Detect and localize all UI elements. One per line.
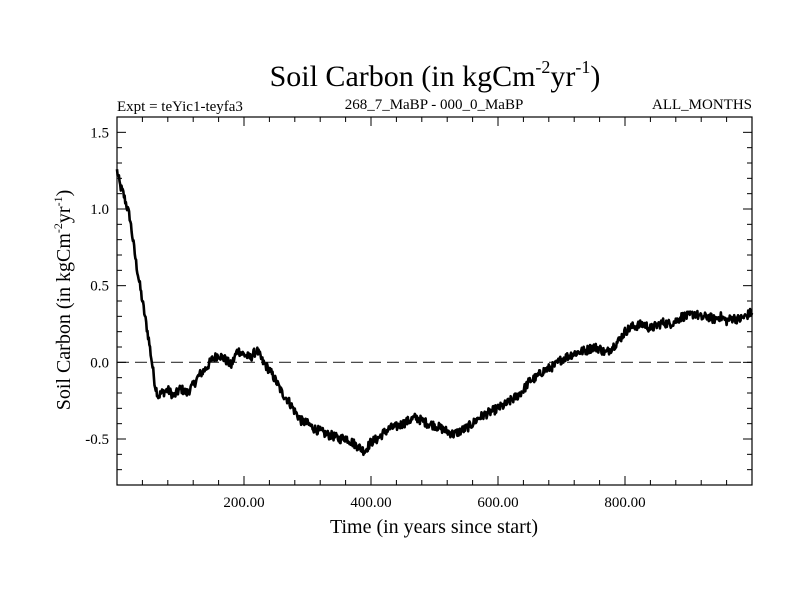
series-group	[115, 169, 754, 457]
y-tick-label: 0.0	[90, 355, 109, 371]
subtitle-period: 268_7_MaBP - 000_0_MaBP	[345, 97, 524, 113]
y-axis-label-main: Soil Carbon (in kgCm	[53, 233, 75, 411]
x-tick-labels: 200.00 400.00 600.00 800.00	[223, 495, 645, 511]
chart-title-sup1: -2	[535, 57, 550, 77]
x-tick-label: 800.00	[604, 495, 645, 511]
x-axis-label: Time (in years since start)	[330, 516, 538, 538]
subtitle-experiment: Expt = teYic1-teyfa3	[117, 99, 243, 115]
axis-ticks	[117, 117, 752, 485]
x-tick-label: 600.00	[477, 495, 518, 511]
y-axis-label-sup1: -2	[51, 223, 65, 233]
chart-title-sup2: -1	[575, 57, 590, 77]
x-tick-label: 400.00	[350, 495, 391, 511]
chart-title-main: Soil Carbon (in kgCm	[270, 60, 536, 93]
chart-title-mid: yr	[550, 60, 575, 93]
x-tick-label: 200.00	[223, 495, 264, 511]
y-tick-labels: -0.5 0.0 0.5 1.0 1.5	[85, 125, 109, 448]
y-tick-label: -0.5	[85, 432, 109, 448]
chart-title: Soil Carbon (in kgCm-2yr-1)	[270, 57, 601, 93]
y-tick-label: 1.0	[90, 202, 109, 218]
y-axis-label-sup2: -1	[51, 196, 65, 206]
series-line-soil-carbon	[115, 169, 754, 457]
y-axis-label: Soil Carbon (in kgCm-2yr-1)	[51, 190, 75, 411]
y-axis-label-close: )	[53, 190, 75, 197]
chart-title-close: )	[590, 60, 600, 93]
y-tick-label: 0.5	[90, 279, 109, 295]
subtitle-months: ALL_MONTHS	[652, 97, 752, 113]
y-axis-label-mid: yr	[53, 206, 75, 223]
y-tick-label: 1.5	[90, 125, 109, 141]
